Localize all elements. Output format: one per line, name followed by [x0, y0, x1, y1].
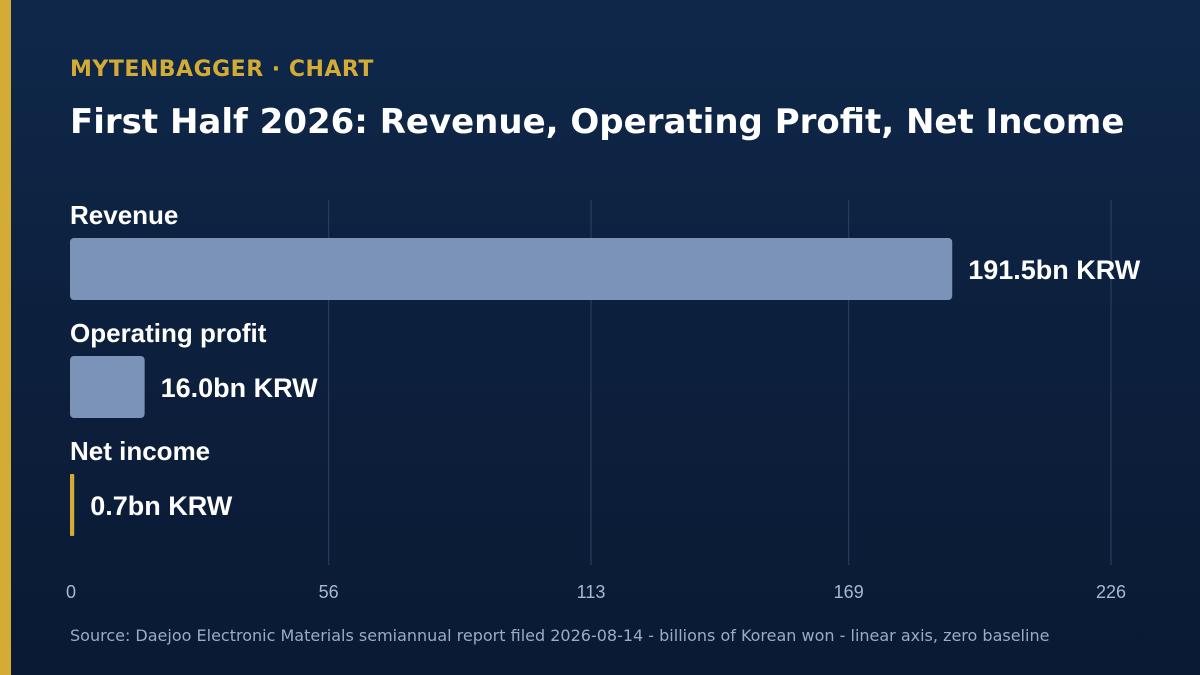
accent-bar — [0, 0, 11, 675]
value-label: 16.0bn KRW — [161, 373, 319, 403]
value-label: 191.5bn KRW — [968, 255, 1141, 285]
value-label: 0.7bn KRW — [90, 491, 233, 521]
bar — [70, 356, 145, 418]
x-tick-label: 226 — [1096, 582, 1126, 602]
x-tick-label: 56 — [319, 582, 339, 602]
brand-label: MYTENBAGGER · CHART — [70, 57, 374, 82]
category-label: Operating profit — [70, 318, 267, 348]
x-tick-label: 113 — [577, 582, 606, 602]
bar — [70, 238, 953, 300]
category-label: Revenue — [70, 200, 178, 230]
category-label: Net income — [70, 436, 210, 466]
x-tick-label: 0 — [66, 582, 76, 602]
x-axis-ticks: 0 56 113 169 226 — [66, 582, 1126, 602]
bars: Revenue 191.5bn KRW Operating profit 16.0bn… — [70, 200, 1141, 536]
chart-title: First Half 2026: Revenue, Operating Prof… — [70, 102, 1125, 142]
bar — [70, 474, 75, 536]
x-tick-label: 169 — [834, 582, 864, 602]
source-note: Source: Daejoo Electronic Materials semi… — [70, 626, 1050, 645]
